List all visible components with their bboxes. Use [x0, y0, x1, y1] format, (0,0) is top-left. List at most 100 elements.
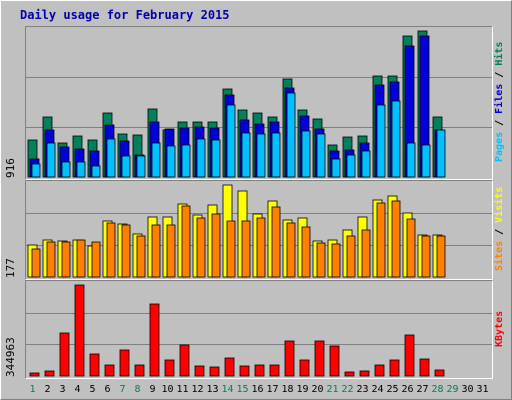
legend-hits: Hits	[494, 41, 505, 66]
sites-bar	[61, 241, 71, 278]
pages-bar	[376, 104, 386, 178]
kbytes-bar	[329, 345, 340, 377]
sites-bar	[211, 213, 221, 278]
legend-middle: Sites / Visits	[494, 180, 510, 278]
sites-bar	[31, 248, 41, 278]
day-label: 18	[281, 384, 294, 395]
day-label: 15	[236, 384, 249, 395]
day-label: 21	[326, 384, 339, 395]
sites-bar	[301, 226, 311, 278]
day-label: 12	[191, 384, 204, 395]
kbytes-bar	[389, 359, 400, 377]
kbytes-bar	[194, 365, 205, 377]
day-label: 30	[461, 384, 474, 395]
pages-bar	[196, 138, 206, 178]
kbytes-bar	[59, 332, 70, 377]
day-label: 7	[119, 384, 126, 395]
day-label: 9	[149, 384, 156, 395]
kbytes-bar	[74, 284, 85, 377]
kbytes-bar	[269, 364, 280, 377]
day-label: 27	[416, 384, 429, 395]
legend-files: Files	[494, 83, 505, 115]
kbytes-bar	[119, 349, 130, 377]
day-label: 28	[431, 384, 444, 395]
pages-bar	[91, 165, 101, 178]
pages-bar	[61, 161, 71, 178]
sites-bar	[226, 220, 236, 278]
kbytes-bar	[29, 372, 40, 377]
sites-bar	[196, 217, 206, 278]
day-label: 25	[386, 384, 399, 395]
pages-bar	[31, 163, 41, 178]
sites-bar	[136, 235, 146, 278]
pages-bar	[181, 144, 191, 178]
chart-title: Daily usage for February 2015	[20, 8, 230, 22]
legend-pages: Pages	[494, 132, 505, 163]
sites-bar	[76, 239, 86, 278]
pages-bar	[361, 150, 371, 178]
day-label: 22	[341, 384, 354, 395]
sites-bar	[436, 235, 446, 278]
day-label: 17	[266, 384, 279, 395]
sites-bar	[166, 224, 176, 278]
legend-separator: /	[494, 114, 505, 133]
sites-bar	[316, 242, 326, 278]
kbytes-max-label: 344963	[4, 337, 17, 377]
day-label: 2	[44, 384, 51, 395]
kbytes-bar	[419, 358, 430, 377]
sites-bar	[391, 200, 401, 278]
sites-bar	[331, 243, 341, 278]
kbytes-bar	[359, 370, 370, 377]
visits-max-label: 177	[4, 258, 17, 278]
sites-bar	[106, 222, 116, 278]
sites-bar	[241, 220, 251, 278]
sites-bar	[286, 222, 296, 278]
kbytes-bar	[404, 334, 415, 377]
sites-bar	[121, 224, 131, 278]
legend-separator: /	[494, 222, 505, 242]
hits-files-pages-chart	[26, 30, 492, 178]
day-label: 23	[356, 384, 369, 395]
pages-bar	[226, 104, 236, 178]
pages-bar	[211, 139, 221, 178]
kbytes-bar	[254, 364, 265, 377]
pages-bar	[106, 138, 116, 178]
pages-bar	[166, 145, 176, 178]
sites-bar	[91, 241, 101, 278]
day-label: 24	[371, 384, 384, 395]
sites-bar	[361, 229, 371, 278]
day-label: 6	[104, 384, 111, 395]
kbytes-bar	[299, 359, 310, 377]
pages-bar	[286, 92, 296, 178]
kbytes-bar	[149, 303, 160, 377]
legend-visits: Visits	[494, 186, 505, 223]
kbytes-bar	[89, 353, 100, 377]
day-label: 3	[59, 384, 66, 395]
day-label: 1	[29, 384, 36, 395]
day-label: 31	[476, 384, 489, 395]
day-label: 8	[134, 384, 141, 395]
day-label: 4	[74, 384, 81, 395]
pages-bar	[436, 129, 446, 178]
day-label: 20	[311, 384, 324, 395]
kbytes-bar	[209, 366, 220, 377]
pages-bar	[151, 142, 161, 178]
pages-bar	[421, 144, 431, 178]
pages-bar	[406, 142, 416, 178]
sites-bar	[151, 224, 161, 278]
sites-bar	[271, 206, 281, 278]
pages-bar	[121, 155, 131, 178]
pages-bar	[46, 142, 56, 178]
sites-bar	[346, 235, 356, 278]
pages-bar	[76, 161, 86, 178]
day-label: 19	[296, 384, 309, 395]
kbytes-bar	[179, 344, 190, 377]
kbytes-panel	[25, 280, 493, 379]
day-axis: 1 2 3 4 5 6 7 8 9 10 11 12 13 14 15 16 17 18 19 20 21 22 23 24 2…	[25, 384, 493, 396]
kbytes-bar	[44, 370, 55, 377]
legend-sites: Sites	[494, 241, 505, 272]
pages-bar	[346, 154, 356, 178]
visits-sites-panel	[25, 180, 493, 280]
pages-bar	[301, 130, 311, 178]
kbytes-bar	[134, 364, 145, 377]
